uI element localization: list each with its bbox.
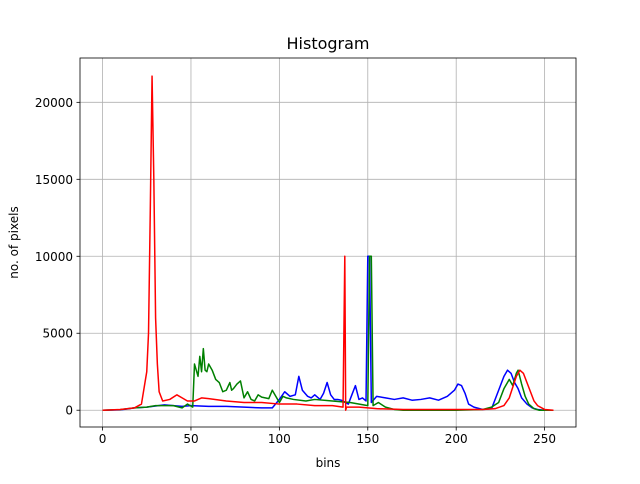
y-tick-label: 5000: [42, 327, 73, 341]
x-tick-label: 0: [99, 432, 107, 446]
blue-channel-line: [102, 255, 554, 411]
plot-area: [80, 58, 576, 427]
x-tick-label: 200: [445, 432, 468, 446]
y-axis-label: no. of pixels: [7, 206, 21, 278]
x-axis-label: bins: [316, 456, 341, 470]
chart-title: Histogram: [287, 34, 370, 53]
y-tick-label: 10000: [35, 250, 73, 264]
x-tick-label: 50: [183, 432, 198, 446]
x-tick-label: 100: [268, 432, 291, 446]
axes-frame: [79, 57, 577, 428]
axis-ticks: 0 50 100 150 200 250 0 5000 10000 15000 20000: [35, 96, 556, 446]
y-tick-label: 20000: [35, 96, 73, 110]
x-tick-label: 250: [533, 432, 556, 446]
red-channel-line: [102, 75, 554, 411]
y-tick-label: 15000: [35, 173, 73, 187]
green-channel-line: [102, 255, 554, 411]
y-tick-label: 0: [65, 404, 73, 418]
series-lines: [102, 75, 554, 411]
x-tick-label: 150: [356, 432, 379, 446]
grid: [80, 58, 576, 427]
